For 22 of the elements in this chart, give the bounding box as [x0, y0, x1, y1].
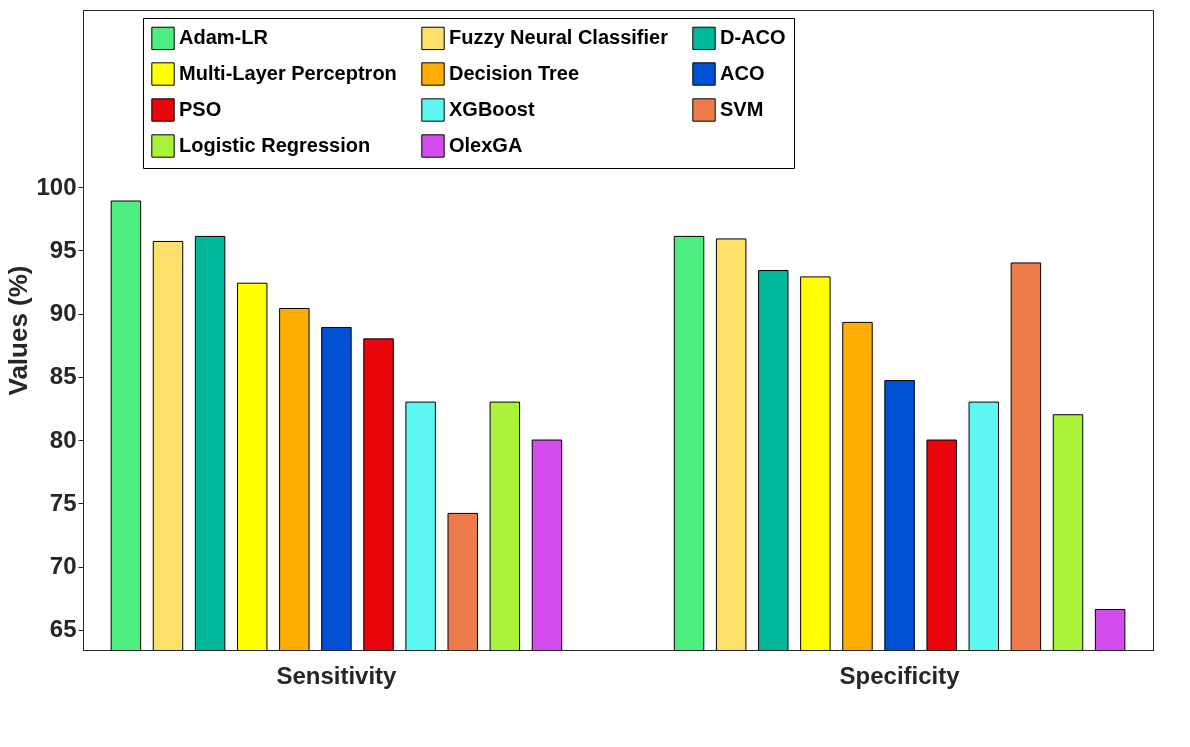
y-tick-label: 85 [49, 362, 77, 390]
y-axis-title: Values (%) [3, 265, 34, 396]
y-tick-label: 95 [49, 235, 77, 263]
legend-label: Decision Tree [449, 62, 580, 84]
legend-label: XGBoost [449, 98, 535, 120]
legend-label: ACO [720, 62, 765, 84]
y-tick-label: 100 [36, 172, 77, 200]
legend-label: SVM [720, 98, 764, 120]
legend-label: Multi-Layer Perceptron [179, 62, 397, 84]
legend-label: Fuzzy Neural Classifier [449, 26, 669, 49]
x-tick-label: Sensitivity [276, 661, 398, 689]
y-tick-label: 65 [49, 615, 77, 643]
legend-label: Logistic Regression [179, 134, 371, 156]
y-tick-label: 80 [49, 425, 77, 453]
x-tick-label: Specificity [839, 661, 961, 689]
legend-label: OlexGA [449, 134, 523, 156]
y-tick-label: 90 [49, 299, 77, 327]
legend-label: Adam-LR [179, 26, 269, 49]
y-tick-label: 75 [49, 488, 77, 516]
legend-label: D-ACO [720, 26, 786, 49]
legend-label: PSO [179, 98, 222, 120]
y-tick-label: 70 [49, 552, 77, 580]
